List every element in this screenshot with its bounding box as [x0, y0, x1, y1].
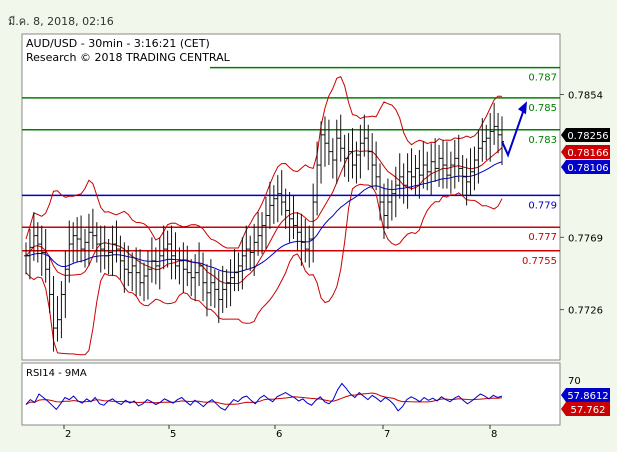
price-bars	[24, 102, 504, 352]
rsi-tick: 70	[568, 376, 581, 387]
price-tick-label: 0.7726	[568, 306, 603, 317]
price-tag-pointer	[561, 145, 566, 159]
x-tick-label: 8	[491, 429, 497, 440]
price-tags: 0.78256 0.78166 0.78106	[561, 128, 610, 174]
price-tick-label: 0.7854	[568, 90, 603, 101]
forecast-arrow	[501, 101, 527, 158]
rsi-tag-pointer	[561, 402, 566, 416]
bollinger-upper	[25, 76, 503, 249]
x-tick-label: 6	[276, 429, 282, 440]
rsi-tags: 57.8612 57.762	[561, 388, 610, 416]
bollinger-lower	[25, 183, 503, 356]
price-tick-label: 0.7769	[568, 233, 603, 244]
x-tick-label: 7	[384, 429, 390, 440]
level-label: 0.783	[528, 135, 557, 146]
chart-subtitle: Research © 2018 TRADING CENTRAL	[26, 51, 231, 64]
forecast-arrowhead	[518, 101, 527, 115]
level-label: 0.7755	[522, 256, 557, 267]
moving-average-red	[25, 147, 503, 284]
level-label: 0.777	[528, 232, 557, 243]
price-axis: 0.7854 0.7769 0.7726	[560, 90, 603, 317]
rsi-tag	[566, 388, 610, 402]
timestamp: มี.ค. 8, 2018, 02:16	[8, 15, 114, 28]
price-tag	[566, 128, 610, 142]
rsi-line	[25, 382, 503, 412]
x-axis: 2 5 6 7 8	[63, 425, 497, 440]
level-lines: 0.787 0.785 0.783 0.779 0.777 0.7755	[22, 66, 560, 267]
rsi-tag	[566, 402, 610, 416]
rsi-tag-pointer	[561, 388, 566, 402]
chart-title: AUD/USD - 30min - 3:16:21 (CET)	[26, 37, 210, 50]
price-tag	[566, 160, 610, 174]
x-tick-label: 2	[65, 429, 71, 440]
main-plot-area	[21, 33, 561, 361]
price-tag-pointer	[561, 128, 566, 142]
rsi-label: RSI14 - 9MA	[26, 368, 87, 379]
level-label: 0.787	[528, 73, 557, 84]
rsi-tag-label: 57.8612	[567, 391, 608, 402]
rsi-tag-label: 57.762	[571, 405, 606, 416]
price-tag-pointer	[561, 160, 566, 174]
rsi-lines	[25, 382, 503, 412]
level-label: 0.779	[528, 200, 557, 211]
price-tag-label: 0.78106	[567, 163, 608, 174]
price-tag-label: 0.78256	[567, 131, 608, 142]
price-tag	[566, 145, 610, 159]
x-tick-label: 5	[170, 429, 176, 440]
rsi-ma-line	[25, 392, 503, 405]
level-label: 0.785	[528, 103, 557, 114]
price-tag-label: 0.78166	[567, 148, 608, 159]
rsi-plot-area	[21, 362, 561, 426]
forecast-line	[501, 108, 525, 158]
